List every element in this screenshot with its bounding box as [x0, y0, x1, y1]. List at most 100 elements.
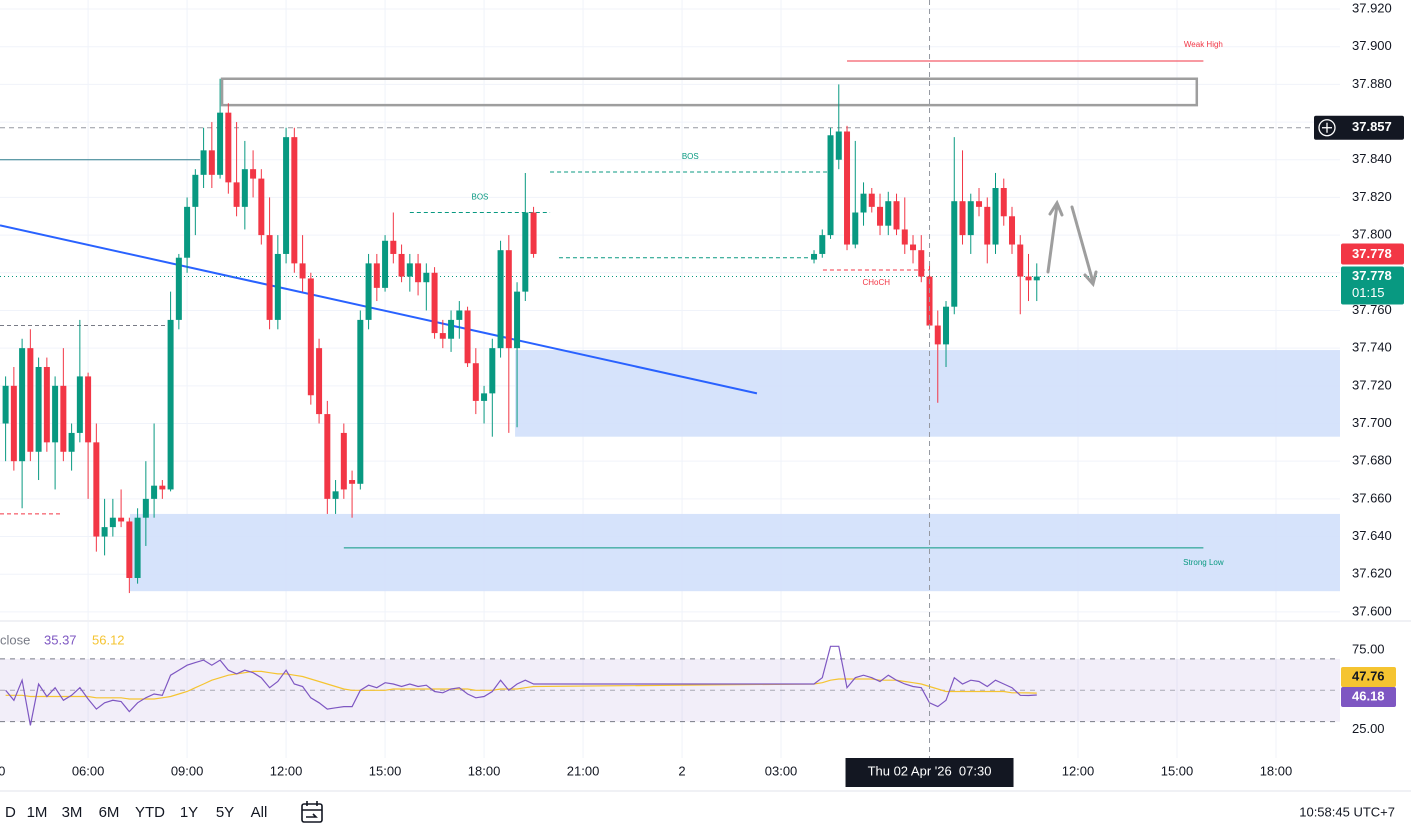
rsi-value: 46.18: [1352, 688, 1385, 703]
candle-body: [976, 201, 983, 207]
range-button[interactable]: D: [5, 804, 16, 821]
candle-body: [967, 201, 974, 236]
candle-body: [827, 135, 834, 236]
candle-body: [184, 206, 191, 258]
rsi-line: [5, 645, 1037, 726]
y-tick-label: 37.760: [1352, 302, 1392, 317]
range-button[interactable]: YTD: [135, 804, 165, 821]
prev-price-badge: [1341, 243, 1404, 265]
last-price-badge: [1341, 266, 1404, 305]
candle-body: [349, 480, 356, 484]
candle-body: [893, 201, 900, 230]
candle-body: [217, 112, 224, 175]
candle-body: [497, 250, 504, 349]
range-button[interactable]: All: [251, 804, 268, 821]
y-tick-label: 37.840: [1352, 151, 1392, 166]
calendar-icon[interactable]: [301, 801, 323, 823]
structure-label: BOS: [471, 193, 488, 202]
x-tick-label: 18:00: [468, 763, 501, 778]
y-tick-label: 37.600: [1352, 603, 1392, 618]
rsi-tick-label: 75.00: [1352, 641, 1385, 656]
candle-body: [10, 385, 17, 462]
candle-body: [877, 206, 884, 226]
candle-body: [811, 253, 818, 260]
candle-body: [398, 253, 405, 277]
candle-body: [340, 432, 347, 490]
structure-label: Strong Low: [1183, 558, 1224, 567]
candle-body: [464, 310, 471, 364]
y-tick-label: 37.640: [1352, 528, 1392, 543]
x-tick-label: 12:00: [270, 763, 303, 778]
candle-body: [844, 131, 851, 245]
last-price: 37.778: [1352, 268, 1392, 283]
candle-body: [1033, 276, 1040, 281]
candle-body: [852, 212, 859, 245]
rsi-ma-line: [5, 670, 1037, 700]
x-tick-label: 2: [678, 763, 685, 778]
candle-body: [860, 193, 867, 213]
candle-body: [382, 240, 389, 288]
y-tick-label: 37.720: [1352, 377, 1392, 392]
candle-body: [299, 263, 306, 279]
rsi-pane: [0, 622, 1340, 758]
x-tick-label: 21:00: [567, 763, 600, 778]
candle-body: [291, 137, 298, 264]
candle-body: [175, 257, 182, 320]
candle-body: [373, 263, 380, 288]
candle-body: [934, 325, 941, 345]
rsi-legend-value: 56.12: [92, 632, 125, 647]
y-tick-label: 37.700: [1352, 415, 1392, 430]
structure-label: Weak High: [1184, 40, 1223, 49]
candle-body: [233, 182, 240, 207]
candle-body: [126, 521, 133, 578]
candle-body: [118, 517, 125, 522]
range-button[interactable]: 1Y: [180, 804, 198, 821]
candle-body: [951, 201, 958, 307]
y-tick-label: 37.900: [1352, 38, 1392, 53]
countdown: 01:15: [1352, 285, 1385, 300]
range-button[interactable]: 3M: [62, 804, 83, 821]
crosshair-time-badge: [845, 758, 1014, 787]
rsi-tick-label: 25.00: [1352, 721, 1385, 736]
overlay: close 35.37 56.12 Thu 02 Apr '26 07:30 D 1M 3M…: [0, 0, 1014, 821]
candle-body: [274, 253, 281, 320]
candle-body: [505, 250, 512, 349]
candle-body: [992, 188, 999, 245]
rsi-badge: [1341, 687, 1396, 708]
range-button[interactable]: 5Y: [216, 804, 234, 821]
add-alert-icon[interactable]: [1318, 119, 1336, 137]
range-button[interactable]: 6M: [99, 804, 120, 821]
y-tick-label: 37.620: [1352, 566, 1392, 581]
candle-body: [2, 385, 9, 424]
y-tick-label: 37.920: [1352, 0, 1392, 15]
candle-body: [225, 112, 232, 183]
candle-body: [134, 517, 141, 578]
x-tick-label: 06:00: [72, 763, 105, 778]
candle-body: [332, 491, 339, 499]
range-button[interactable]: 1M: [27, 804, 48, 821]
candle-body: [901, 229, 908, 245]
crosshair-price: 37.857: [1352, 119, 1392, 134]
y-tick-label: 37.660: [1352, 490, 1392, 505]
structure-label: BOS: [682, 152, 699, 161]
candle-body: [208, 150, 215, 175]
crosshair-time: Thu 02 Apr '26 07:30: [868, 763, 992, 778]
candle-body: [241, 169, 248, 207]
candle-body: [918, 250, 925, 277]
candle-body: [868, 193, 875, 207]
candle-body: [35, 366, 42, 452]
candle-body: [283, 137, 290, 254]
y-tick-label: 37.680: [1352, 453, 1392, 468]
x-tick-label: 12:00: [1062, 763, 1095, 778]
x-tick-label: 18:00: [1260, 763, 1293, 778]
candle-body: [1000, 188, 1007, 217]
candle-body: [307, 278, 314, 396]
candle-body: [324, 414, 331, 499]
y-tick-label: 37.820: [1352, 189, 1392, 204]
arrows: [1046, 199, 1098, 288]
candle-body: [266, 235, 273, 320]
candle-body: [167, 319, 174, 490]
candle-body: [85, 376, 92, 443]
candle-body: [19, 348, 26, 462]
